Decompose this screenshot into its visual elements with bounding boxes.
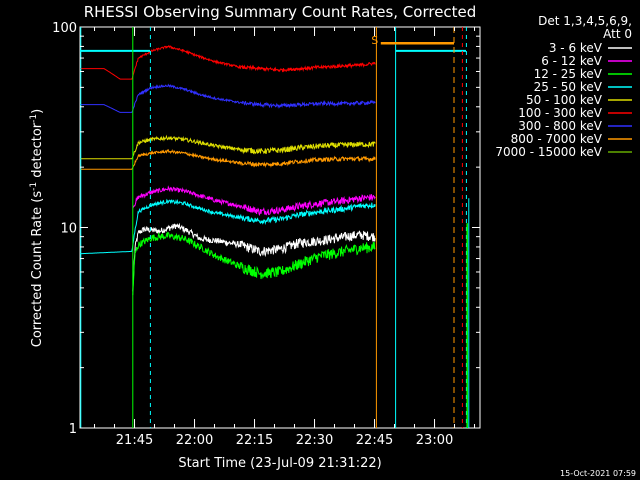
- y-axis-label-end: ): [30, 109, 45, 114]
- x-tick-label: 22:30: [296, 433, 333, 448]
- legend-entry-label: 300 - 800 keV: [518, 119, 602, 133]
- y-axis-label-main: Corrected Count Rate (s: [30, 191, 45, 348]
- x-tick-label: 22:45: [356, 433, 393, 448]
- series-line: [80, 134, 376, 160]
- y-tick-label: 1: [69, 422, 77, 437]
- y-tick-label: 10: [60, 222, 77, 237]
- series-line: [80, 44, 376, 80]
- legend-entry-label: 6 - 12 keV: [541, 54, 603, 68]
- series-line: [132, 222, 376, 292]
- x-axis-label: Start Time (23-Jul-09 21:31:22): [178, 456, 381, 471]
- chart-title: RHESSI Observing Summary Count Rates, Co…: [84, 3, 477, 21]
- plot-frame: [79, 26, 481, 429]
- legend-entry-label: 50 - 100 keV: [526, 93, 603, 107]
- markers-layer: S: [80, 27, 470, 428]
- y-axis-label-mid: detector: [30, 122, 45, 182]
- x-tick-label: 21:45: [116, 433, 153, 448]
- legend-header-line-2: Att 0: [603, 27, 632, 41]
- x-tick-label: 22:15: [236, 433, 273, 448]
- y-axis-label-sup2: -1: [29, 114, 39, 123]
- legend-entry-label: 3 - 6 keV: [549, 41, 603, 55]
- x-tick-label: 22:00: [176, 433, 213, 448]
- x-axis: 21:45 22:00 22:15 22:30 22:45 23:00: [94, 27, 476, 448]
- legend-entry-label: 800 - 7000 keV: [511, 132, 603, 146]
- series-line: [132, 185, 376, 216]
- footer-date: 15-Oct-2021 07:59: [560, 469, 636, 478]
- y-tick-label: 100: [52, 21, 77, 36]
- x-tick-label: 23:00: [416, 433, 453, 448]
- attenuator-marker-label: S: [371, 34, 378, 47]
- y-axis-label: Corrected Count Rate (s-1 detector-1): [29, 109, 45, 347]
- y-axis-label-sup1: -1: [29, 182, 39, 191]
- legend-entry-label: 100 - 300 keV: [518, 106, 602, 120]
- series-line: [80, 83, 376, 113]
- legend-entry-label: 7000 - 15000 keV: [495, 145, 602, 159]
- plot-area: S: [79, 26, 481, 429]
- series-line: [80, 149, 376, 170]
- legend-header-line-1: Det 1,3,4,5,6,9,: [538, 14, 632, 28]
- legend-entry-label: 12 - 25 keV: [534, 67, 603, 81]
- y-axis: 1 10 100: [52, 21, 480, 437]
- series-layer: [80, 44, 376, 296]
- legend-entry-label: 25 - 50 keV: [534, 80, 603, 94]
- series-line: [132, 231, 376, 296]
- series-line: [80, 198, 376, 255]
